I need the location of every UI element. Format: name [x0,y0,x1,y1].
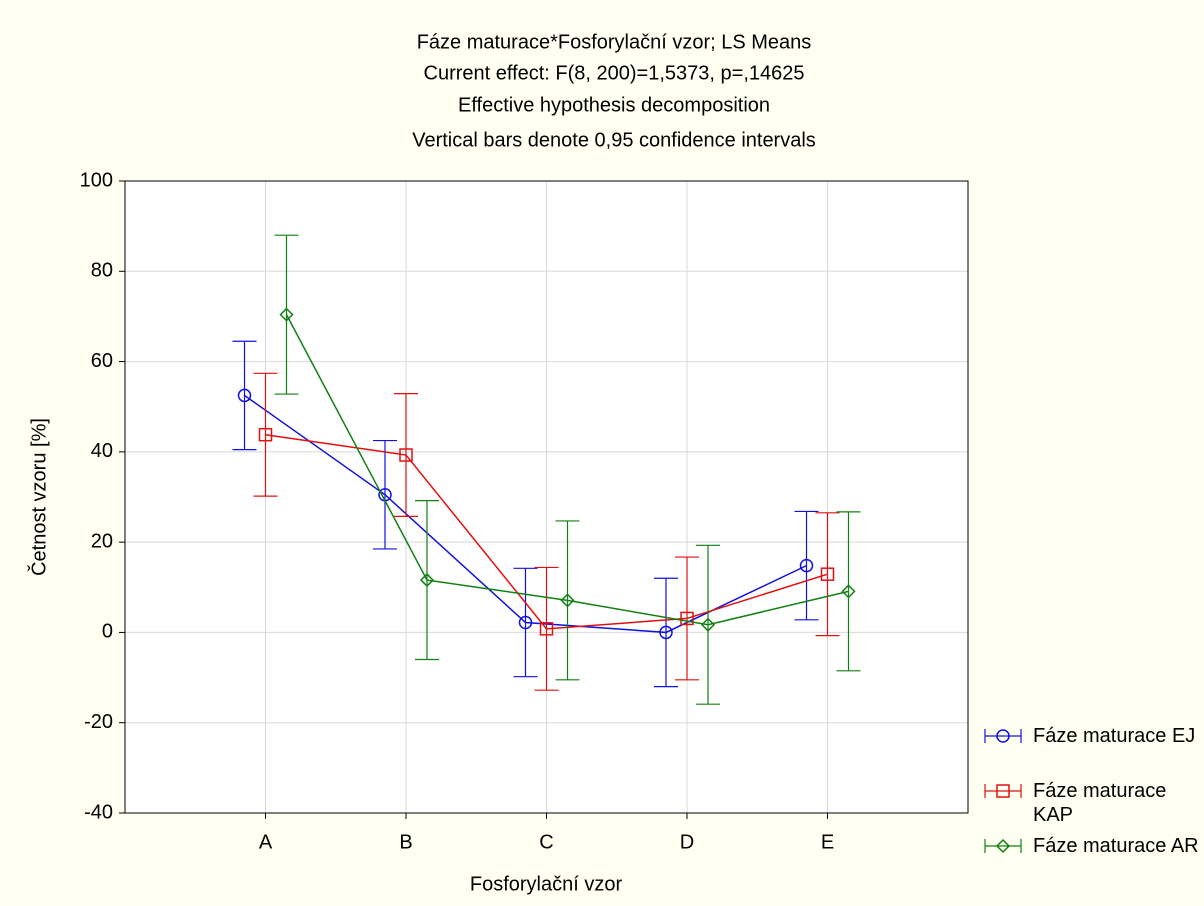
y-tick-label: -40 [84,801,113,823]
x-tick-label: B [399,831,412,853]
error-bar [675,556,699,681]
legend-label: Fáze maturace EJ [1033,725,1196,747]
marker [820,567,835,581]
legend-marker [996,784,1010,798]
legend-label: Fáze maturace AR [1033,835,1199,857]
marker [841,584,856,599]
y-tick-label: 60 [91,350,113,372]
error-bar [394,393,418,518]
chart-subtitle: Effective hypothesis decomposition [458,94,770,116]
marker [659,625,673,640]
x-tick-label: A [259,831,273,853]
marker [799,558,814,573]
legend-marker [995,838,1011,854]
marker [258,427,273,442]
error-bar [513,567,538,678]
marker [518,615,533,630]
chart-title: Fáze maturace*Fosforylační vzor; LS Mean… [417,31,812,53]
marker [279,307,294,322]
y-tick-label: 20 [91,530,113,552]
chart-subtitle: Vertical bars denote 0,95 confidence int… [412,129,816,151]
marker [539,622,554,636]
plot-frame [124,180,969,814]
error-bar [836,511,861,672]
error-bar [415,500,439,661]
y-tick-label: 100 [80,169,113,191]
x-tick-label: D [680,831,694,853]
marker [237,388,252,403]
y-tick-label: -20 [84,711,113,733]
y-tick-label: 80 [91,260,113,282]
legend-label: Fáze maturace KAP [1033,780,1167,826]
error-bar [696,544,720,705]
x-tick-label: E [821,831,834,853]
error-bar [555,520,580,681]
y-tick-label: 0 [102,621,113,643]
legend-marker [996,729,1010,743]
error-bar [654,577,678,688]
y-tick-label: 40 [91,440,113,462]
error-bar [373,439,397,550]
marker [560,593,575,608]
chart-subtitle: Current effect: F(8, 200)=1,5373, p=,146… [424,62,805,84]
x-tick-label: C [539,831,553,853]
error-bar [274,234,299,395]
error-bar [534,566,559,691]
x-axis-label: Fosforylační vzor [470,873,623,895]
y-axis-label: Četnost vzoru [%] [27,418,50,576]
marker [399,448,413,462]
marker [419,573,435,588]
error-bar [232,340,257,451]
marker [680,611,694,626]
error-bar [253,372,278,497]
error-bar [815,512,840,637]
marker [700,617,716,632]
